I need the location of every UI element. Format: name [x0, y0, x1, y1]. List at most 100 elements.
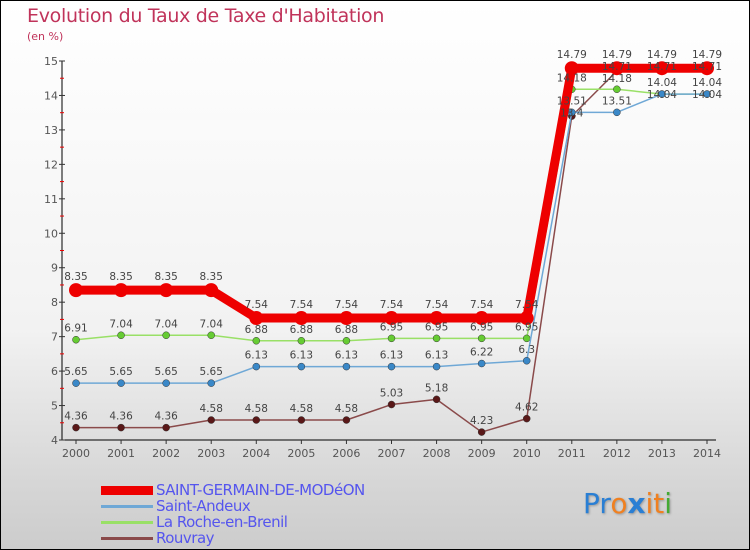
- logo-letter: t: [653, 487, 665, 520]
- data-label: 14.18: [557, 72, 587, 84]
- data-label: 14.04: [647, 89, 677, 101]
- data-point: [342, 416, 351, 424]
- x-tick-label: 2013: [648, 447, 676, 460]
- x-tick-label: 2007: [378, 447, 406, 460]
- data-point: [432, 362, 441, 371]
- x-tick-label: 2003: [197, 447, 225, 460]
- data-label: 5.65: [200, 366, 223, 378]
- data-label: 4.36: [64, 411, 88, 423]
- data-point: [342, 337, 351, 345]
- y-tick-label: 14: [44, 89, 58, 102]
- x-tick-label: 2000: [62, 447, 90, 460]
- y-tick-label: 5: [51, 400, 58, 413]
- data-point: [522, 414, 531, 423]
- x-tick-label: 2009: [468, 447, 496, 460]
- legend-item: SAINT-GERMAIN-DE-MODéON: [101, 482, 365, 498]
- data-point: [703, 90, 711, 98]
- data-label: 4.23: [470, 415, 493, 427]
- data-point: [564, 61, 579, 76]
- data-label: 6.13: [425, 350, 448, 362]
- data-label: 4.58: [245, 403, 268, 415]
- data-point: [387, 400, 396, 409]
- data-point: [522, 334, 531, 343]
- data-label: 14.71: [692, 61, 722, 73]
- data-label: 4.58: [290, 403, 313, 415]
- data-point: [342, 362, 351, 371]
- data-label: 6.91: [64, 323, 87, 335]
- data-point: [613, 108, 621, 117]
- x-tick-label: 2006: [332, 447, 360, 460]
- data-label: 7.04: [200, 318, 224, 330]
- data-label: 14.79: [602, 49, 632, 61]
- data-point: [72, 379, 80, 387]
- x-tick-label: 2010: [513, 447, 541, 460]
- data-label: 8.35: [64, 271, 87, 283]
- y-tick-label: 6: [51, 365, 58, 378]
- data-label: 6.95: [515, 321, 538, 333]
- data-label: 14.04: [692, 89, 722, 101]
- logo-letter: i: [645, 487, 654, 520]
- legend-swatch: [101, 536, 153, 540]
- data-point: [162, 379, 170, 387]
- data-label: 14.71: [602, 61, 632, 73]
- data-label: 7.54: [245, 299, 269, 311]
- data-label: 5.03: [380, 388, 403, 400]
- y-tick-label: 8: [51, 296, 58, 309]
- data-label: 7.04: [109, 318, 133, 330]
- data-point: [207, 379, 215, 387]
- proxiti-logo: Proxiti: [583, 487, 672, 520]
- data-label: 8.35: [154, 271, 177, 283]
- data-label: 14.18: [602, 73, 632, 85]
- data-point: [252, 362, 261, 371]
- data-label: 6.95: [380, 321, 403, 333]
- y-tick-label: 4: [51, 434, 58, 447]
- data-label: 6.95: [425, 321, 448, 333]
- data-point: [207, 416, 215, 424]
- data-label: 5.18: [425, 382, 448, 394]
- data-point: [249, 311, 264, 326]
- chart-subtitle: (en %): [27, 30, 64, 43]
- data-label: 14.71: [647, 61, 677, 73]
- data-point: [252, 337, 261, 345]
- data-point: [297, 416, 306, 424]
- data-point: [387, 362, 396, 371]
- data-point: [297, 337, 306, 345]
- y-tick-label: 9: [51, 262, 58, 275]
- line-chart: 4 5 6 7 8 9 10 11 12 13 14 15 2000 2001 2002 2003 2004 20…: [44, 49, 722, 460]
- data-point: [384, 311, 399, 326]
- data-point: [613, 85, 621, 94]
- data-point: [297, 362, 306, 371]
- data-label: 14.79: [647, 49, 677, 61]
- y-tick-label: 15: [44, 55, 58, 68]
- y-tick-label: 10: [44, 227, 58, 240]
- data-label: 14.04: [692, 77, 722, 89]
- data-point: [117, 379, 125, 387]
- data-point: [658, 90, 666, 98]
- data-label: 14.04: [647, 77, 677, 89]
- data-point: [477, 359, 486, 368]
- data-point: [117, 331, 125, 340]
- x-tick-label: 2012: [603, 447, 631, 460]
- data-label: 7.54: [380, 299, 404, 311]
- logo-letter: P: [583, 487, 600, 520]
- data-point: [700, 61, 714, 76]
- y-tick-label: 11: [44, 193, 58, 206]
- legend: SAINT-GERMAIN-DE-MODéON Saint-Andeux La Ro…: [101, 482, 365, 546]
- x-tick-label: 2001: [107, 447, 135, 460]
- data-point: [474, 311, 489, 326]
- x-tick-label: 2011: [558, 447, 586, 460]
- data-label: 4.58: [335, 403, 358, 415]
- data-point: [72, 335, 80, 344]
- data-label: 8.35: [200, 271, 223, 283]
- data-point: [432, 334, 441, 343]
- legend-label: Rouvray: [156, 529, 215, 547]
- data-label: 13.4: [560, 107, 584, 119]
- data-point: [204, 283, 219, 298]
- logo-letter: x: [627, 487, 646, 520]
- data-point: [252, 416, 261, 424]
- legend-label: SAINT-GERMAIN-DE-MODéON: [156, 481, 365, 499]
- data-point: [294, 311, 309, 326]
- data-point: [654, 61, 669, 76]
- data-point: [519, 311, 534, 326]
